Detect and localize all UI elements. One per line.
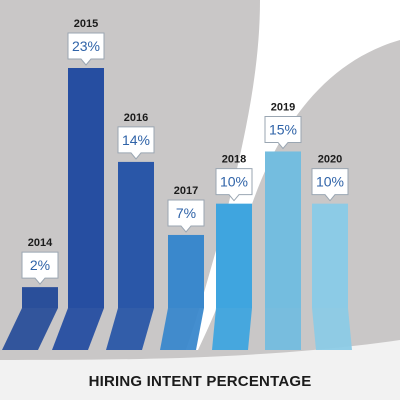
bar [265,151,301,308]
year-label: 2018 [222,154,246,166]
value-label-box [67,32,105,66]
value-label-box [311,168,349,202]
year-label: 2020 [318,154,342,166]
bar-reflection [106,308,154,350]
bar [22,287,58,308]
bar [68,68,104,308]
bar-reflection [2,308,58,350]
value-label: 15% [269,121,297,137]
year-label: 2014 [28,237,53,249]
chart-title: HIRING INTENT PERCENTAGE [89,373,312,390]
bar-reflection [212,308,252,350]
bar [312,203,348,308]
value-label-box [117,126,155,160]
year-label: 2017 [174,185,198,197]
value-label: 10% [220,174,248,190]
bar-reflection [52,308,104,350]
value-label: 10% [316,174,344,190]
bar [216,203,252,308]
swoosh-arc-outer [186,0,400,350]
bar [118,161,154,308]
value-label-box [264,115,302,150]
value-label: 7% [176,205,196,221]
bar-reflection [312,308,352,350]
year-labels-group: 2014 2015 2016 2017 2018 2019 2020 [28,18,342,249]
year-label: 2015 [74,18,98,30]
background-floor [0,340,400,400]
bar-reflection [265,308,301,350]
value-label: 2% [30,257,50,273]
bar-reflection [160,308,204,350]
year-label: 2019 [271,101,295,113]
year-label: 2016 [124,112,148,124]
bars-group [2,68,352,350]
value-labels-group: 2% 23% 14% 7% 10% 15% 10% [21,32,349,285]
value-label: 14% [122,132,150,148]
value-label-box [21,251,59,285]
bar [168,234,204,308]
value-label: 23% [72,38,100,54]
swoosh-arc-corner [380,0,400,20]
value-label-box [167,199,205,233]
value-label-box [215,168,253,202]
